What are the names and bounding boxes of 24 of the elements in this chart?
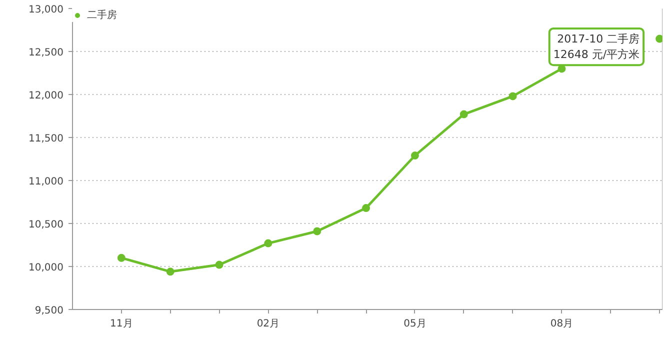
y-tick-label: 9,500 bbox=[34, 306, 64, 316]
x-tick-label: 02月 bbox=[256, 318, 280, 330]
point bbox=[410, 152, 419, 160]
x-tick-label: 08月 bbox=[550, 318, 574, 330]
annotation: 2017-10 二手房 12648 元/平方米 bbox=[553, 32, 640, 62]
point bbox=[460, 110, 468, 118]
x-tick-label: 05月 bbox=[404, 318, 426, 330]
y-tick-label: 10,000 bbox=[28, 262, 64, 274]
point bbox=[117, 254, 126, 262]
x-tick-label: 11月 bbox=[110, 318, 133, 330]
y-tick-label: 11,500 bbox=[28, 134, 64, 144]
y-tick-label: 13,000 bbox=[28, 4, 64, 16]
legend-label: 二手房 bbox=[87, 8, 117, 22]
point bbox=[508, 92, 517, 100]
point bbox=[656, 34, 662, 43]
y-tick-label: 12,500 bbox=[28, 48, 64, 58]
point bbox=[215, 260, 224, 269]
point bbox=[166, 268, 174, 276]
y-tick-label: 12,000 bbox=[28, 90, 64, 102]
y-tick-label: 10,500 bbox=[28, 220, 64, 230]
point bbox=[313, 227, 322, 236]
y-tick-label: 11,000 bbox=[28, 176, 64, 188]
point bbox=[264, 239, 272, 248]
point bbox=[362, 204, 370, 212]
